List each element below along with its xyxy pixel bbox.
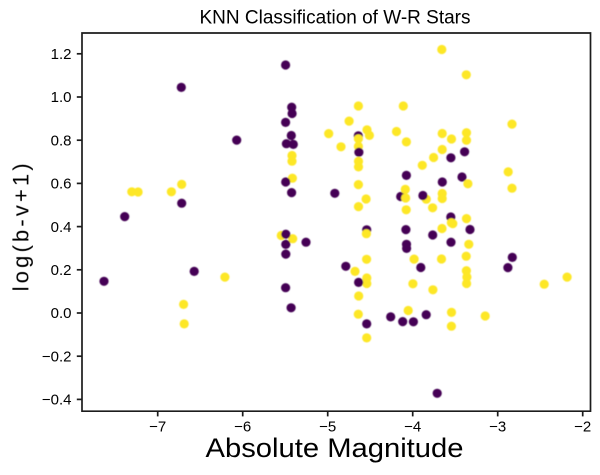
svg-text:Absolute Magnitude: Absolute Magnitude xyxy=(206,433,464,463)
svg-text:0.4: 0.4 xyxy=(51,219,72,236)
svg-text:−7: −7 xyxy=(149,419,166,436)
svg-text:0.0: 0.0 xyxy=(51,305,72,322)
svg-text:−0.2: −0.2 xyxy=(42,348,72,365)
svg-text:−2: −2 xyxy=(574,419,591,436)
svg-text:0.2: 0.2 xyxy=(51,262,72,279)
svg-text:log(b-v+1): log(b-v+1) xyxy=(8,163,33,291)
svg-text:−5: −5 xyxy=(319,419,336,436)
svg-text:−6: −6 xyxy=(234,419,251,436)
svg-text:1.2: 1.2 xyxy=(51,46,72,63)
svg-text:0.6: 0.6 xyxy=(51,176,72,193)
svg-text:KNN Classification of W-R Star: KNN Classification of W-R Stars xyxy=(200,8,471,29)
svg-text:1.0: 1.0 xyxy=(51,89,72,106)
svg-text:−4: −4 xyxy=(404,419,421,436)
svg-text:−3: −3 xyxy=(489,419,506,436)
svg-text:0.8: 0.8 xyxy=(51,132,72,149)
svg-text:−0.4: −0.4 xyxy=(42,392,72,409)
